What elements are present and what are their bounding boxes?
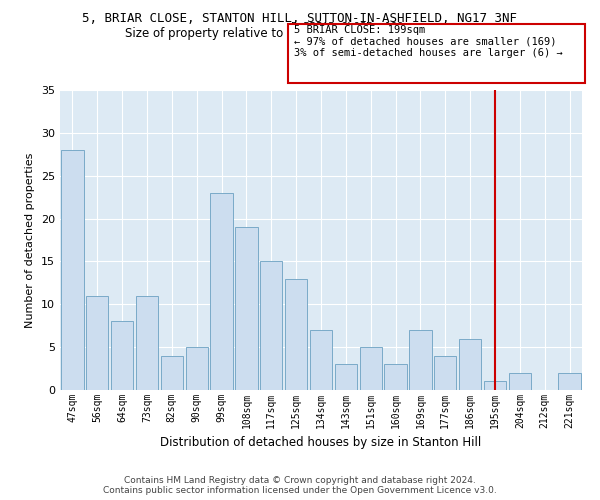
- Bar: [111, 322, 133, 390]
- Bar: [434, 356, 457, 390]
- Y-axis label: Number of detached properties: Number of detached properties: [25, 152, 35, 328]
- X-axis label: Distribution of detached houses by size in Stanton Hill: Distribution of detached houses by size …: [160, 436, 482, 450]
- Text: 5, BRIAR CLOSE, STANTON HILL, SUTTON-IN-ASHFIELD, NG17 3NF: 5, BRIAR CLOSE, STANTON HILL, SUTTON-IN-…: [83, 12, 517, 26]
- Text: Size of property relative to detached houses in Stanton Hill: Size of property relative to detached ho…: [125, 28, 475, 40]
- Bar: [310, 330, 332, 390]
- Bar: [285, 278, 307, 390]
- Bar: [335, 364, 357, 390]
- Bar: [260, 262, 283, 390]
- Bar: [61, 150, 83, 390]
- Bar: [161, 356, 183, 390]
- Bar: [185, 347, 208, 390]
- Bar: [359, 347, 382, 390]
- Bar: [385, 364, 407, 390]
- Bar: [559, 373, 581, 390]
- Text: 5 BRIAR CLOSE: 199sqm
← 97% of detached houses are smaller (169)
3% of semi-deta: 5 BRIAR CLOSE: 199sqm ← 97% of detached …: [291, 22, 560, 56]
- Bar: [509, 373, 531, 390]
- Text: Contains HM Land Registry data © Crown copyright and database right 2024.: Contains HM Land Registry data © Crown c…: [124, 476, 476, 485]
- Bar: [459, 338, 481, 390]
- Bar: [235, 227, 257, 390]
- Bar: [211, 193, 233, 390]
- Bar: [409, 330, 431, 390]
- Bar: [136, 296, 158, 390]
- Bar: [484, 382, 506, 390]
- Text: 5 BRIAR CLOSE: 199sqm
← 97% of detached houses are smaller (169)
3% of semi-deta: 5 BRIAR CLOSE: 199sqm ← 97% of detached …: [294, 25, 563, 58]
- Bar: [86, 296, 109, 390]
- Text: Contains public sector information licensed under the Open Government Licence v3: Contains public sector information licen…: [103, 486, 497, 495]
